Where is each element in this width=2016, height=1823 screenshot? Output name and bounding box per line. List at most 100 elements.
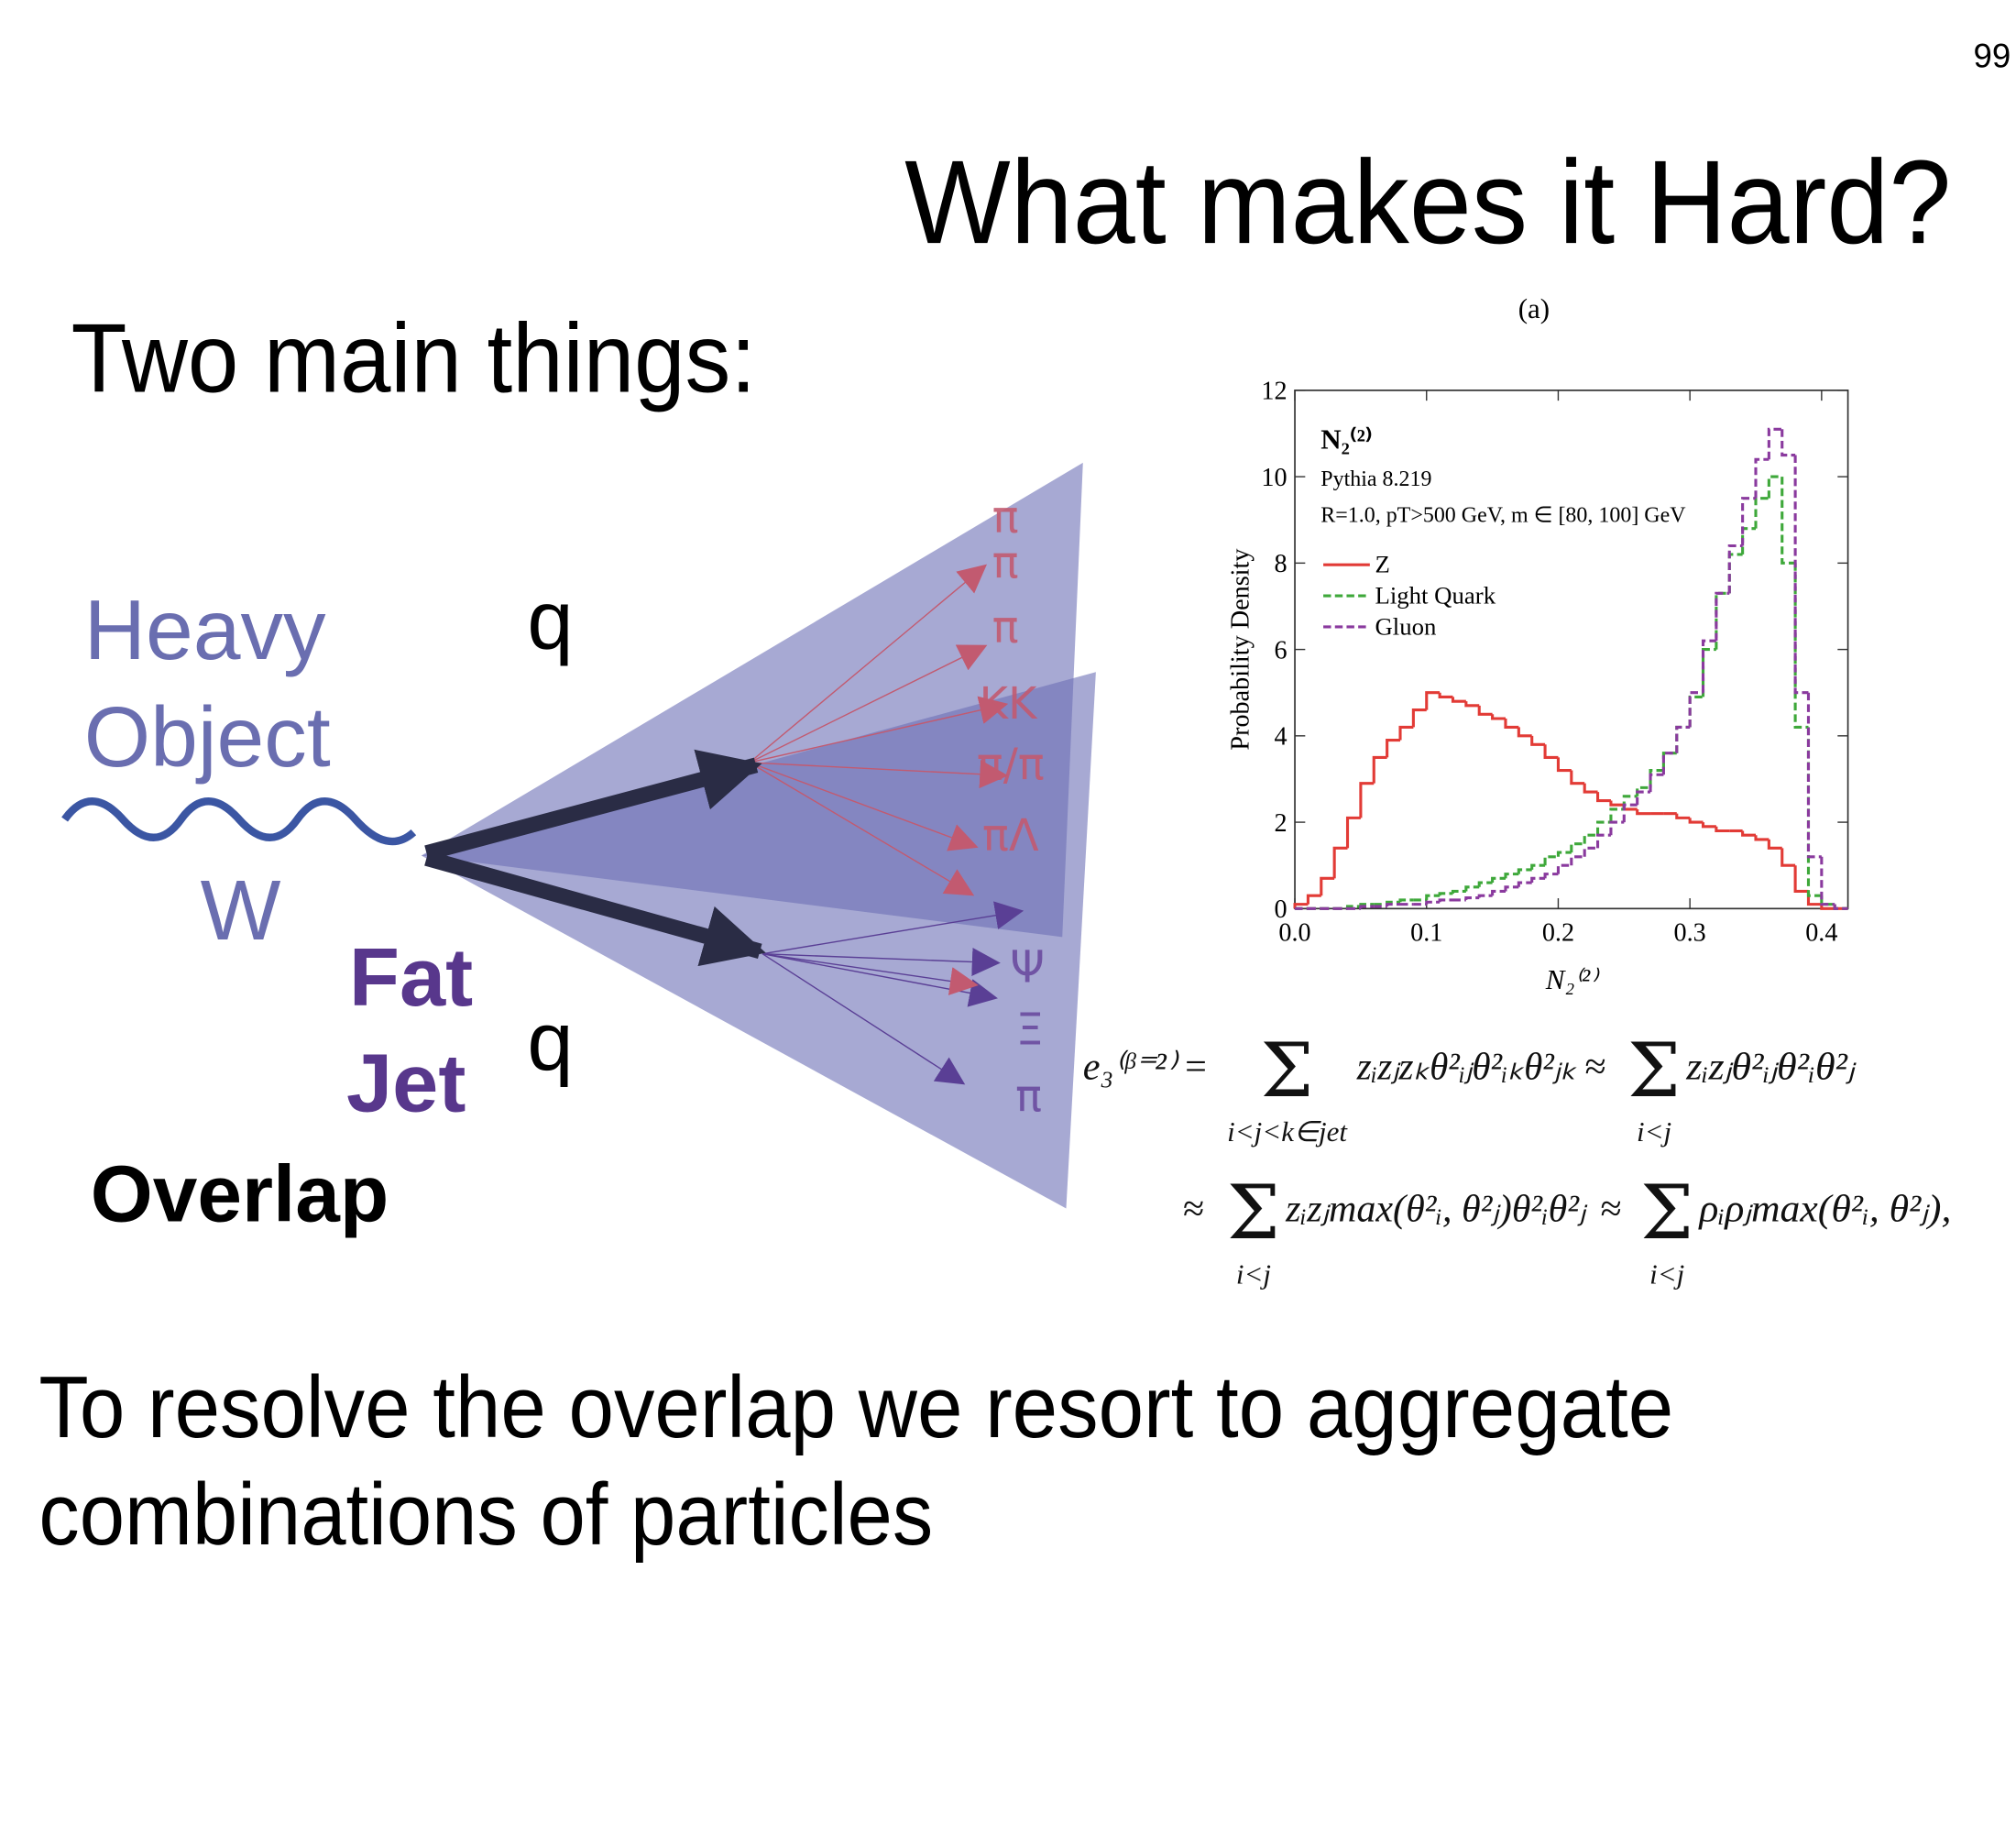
histogram-step <box>1504 718 1519 729</box>
slide-title: What makes it Hard? <box>904 137 1951 269</box>
histogram-step <box>1780 848 1796 867</box>
histogram-step <box>1741 527 1757 555</box>
histogram-step <box>1477 881 1493 887</box>
histogram-step <box>1609 807 1625 823</box>
particle-tracks <box>761 901 1024 1085</box>
histogram-step <box>1386 903 1401 906</box>
x-axis-label: N₂⁽²⁾ <box>1545 963 1600 995</box>
x-tick-label: 0.2 <box>1542 919 1574 948</box>
quark-arrow <box>424 749 762 861</box>
annotation: Pythia 8.219 <box>1320 467 1431 491</box>
histogram-step <box>1517 727 1532 738</box>
histogram-step <box>1636 785 1651 796</box>
conclusion-line: combinations of particles <box>38 1466 933 1564</box>
boson-label: W <box>201 862 281 958</box>
histogram-step <box>1701 648 1716 697</box>
formula-sum-index: i<j<k∈jet <box>1227 1115 1348 1148</box>
histogram-step <box>1596 792 1611 803</box>
histogram-step <box>1636 808 1651 816</box>
histogram-step <box>1609 800 1625 807</box>
histogram-step <box>1570 855 1585 866</box>
histogram-step <box>1806 891 1822 906</box>
histogram-step <box>1715 591 1730 650</box>
histogram-step <box>1806 727 1822 897</box>
formula-term: zᵢzⱼmax(θ²ᵢ, θ²ⱼ)θ²ᵢθ²ⱼ <box>1285 1188 1588 1231</box>
formula-sum: Σ <box>1627 1027 1681 1115</box>
histogram-step <box>1517 868 1532 874</box>
histogram-step <box>1543 873 1559 879</box>
histogram-step <box>1622 803 1638 823</box>
histogram-step <box>1504 885 1519 892</box>
conclusion-line: To resolve the overlap we resort to aggr… <box>38 1358 1673 1456</box>
formula-sum: Σ <box>1261 1027 1314 1115</box>
histogram-step <box>1780 429 1796 457</box>
histogram-step <box>1806 692 1822 859</box>
quark-label: q <box>527 575 573 667</box>
histogram-step <box>1306 894 1321 905</box>
particle-label: Ψ <box>1010 943 1045 994</box>
histogram-step <box>1596 820 1611 836</box>
histogram-step <box>1398 725 1414 741</box>
annotation: R=1.0, pT>500 GeV, m ∈ [80, 100] GeV <box>1320 504 1686 528</box>
histogram-step <box>1504 873 1519 879</box>
histogram-step <box>1451 697 1466 703</box>
histogram-step <box>1833 904 1848 910</box>
histogram-step <box>1649 773 1664 793</box>
particle-label: π <box>992 538 1019 588</box>
histogram-step <box>1793 455 1809 695</box>
y-tick-label: 8 <box>1274 550 1287 578</box>
histogram-step <box>1741 830 1757 837</box>
legend-label: Light Quark <box>1375 582 1496 609</box>
histogram-step <box>1464 885 1480 892</box>
y-tick-label: 10 <box>1261 464 1287 492</box>
page-number: 99 <box>1973 37 2011 74</box>
formula-term: ρᵢρⱼmax(θ²ᵢ, θ²ⱼ), <box>1697 1188 1951 1231</box>
histogram-step <box>1583 846 1598 857</box>
y-tick-label: 4 <box>1274 723 1287 752</box>
y-axis-label: Probability Density <box>1226 549 1255 751</box>
boson-wave <box>61 797 417 846</box>
histogram-chart: (a) 0.0 0.1 0.2 0.3 0.4 0 2 4 6 8 10 12 Probability D… <box>1226 292 1849 995</box>
histogram-step <box>1359 782 1375 818</box>
y-tick-label: 12 <box>1261 378 1287 406</box>
y-tick-label: 0 <box>1274 895 1287 924</box>
histogram-step <box>1767 839 1782 850</box>
histogram-step <box>1438 692 1453 698</box>
histogram-step <box>1451 889 1466 894</box>
histogram-step <box>1530 735 1546 746</box>
formula-term: ≈ <box>1182 1188 1203 1231</box>
histogram-step <box>1491 714 1506 720</box>
histogram-step <box>1675 813 1691 819</box>
histogram-step <box>1372 755 1387 784</box>
histogram-step <box>1688 695 1704 728</box>
heavy-object-label: Heavy <box>84 582 326 677</box>
x-tick-label: 0.3 <box>1674 919 1706 948</box>
histogram-step <box>1556 851 1572 857</box>
histogram-step <box>1688 818 1704 824</box>
particle-label: Ξ <box>1016 1005 1044 1055</box>
formula-sum: Σ <box>1227 1170 1280 1257</box>
legend-label: Gluon <box>1375 612 1436 640</box>
histogram-step <box>1332 846 1348 879</box>
formula-sum-index: i<j <box>1649 1257 1684 1290</box>
histogram-step <box>1359 905 1375 909</box>
histogram-step <box>1491 889 1506 896</box>
histogram-step <box>1530 876 1546 884</box>
histogram-step <box>1741 497 1757 546</box>
histogram-step <box>1596 833 1611 849</box>
histogram-step <box>1583 783 1598 794</box>
formula: e₃⁽ᵝ⁼²⁾ = Σ i<j<k∈jet zᵢzⱼzₖθ²ᵢⱼθ²ᵢₖθ²ⱼₖ… <box>1083 1027 1952 1290</box>
histogram-step <box>1767 475 1782 499</box>
histogram-step <box>1675 725 1691 753</box>
histogram-step <box>1583 833 1598 844</box>
y-tick-label: 6 <box>1274 636 1287 664</box>
histogram-step <box>1820 856 1835 906</box>
fat-jet-label: Jet <box>346 1038 466 1130</box>
histogram-step <box>1386 738 1401 758</box>
formula-term: ≈ <box>1584 1045 1605 1088</box>
histogram-step <box>1622 795 1638 809</box>
